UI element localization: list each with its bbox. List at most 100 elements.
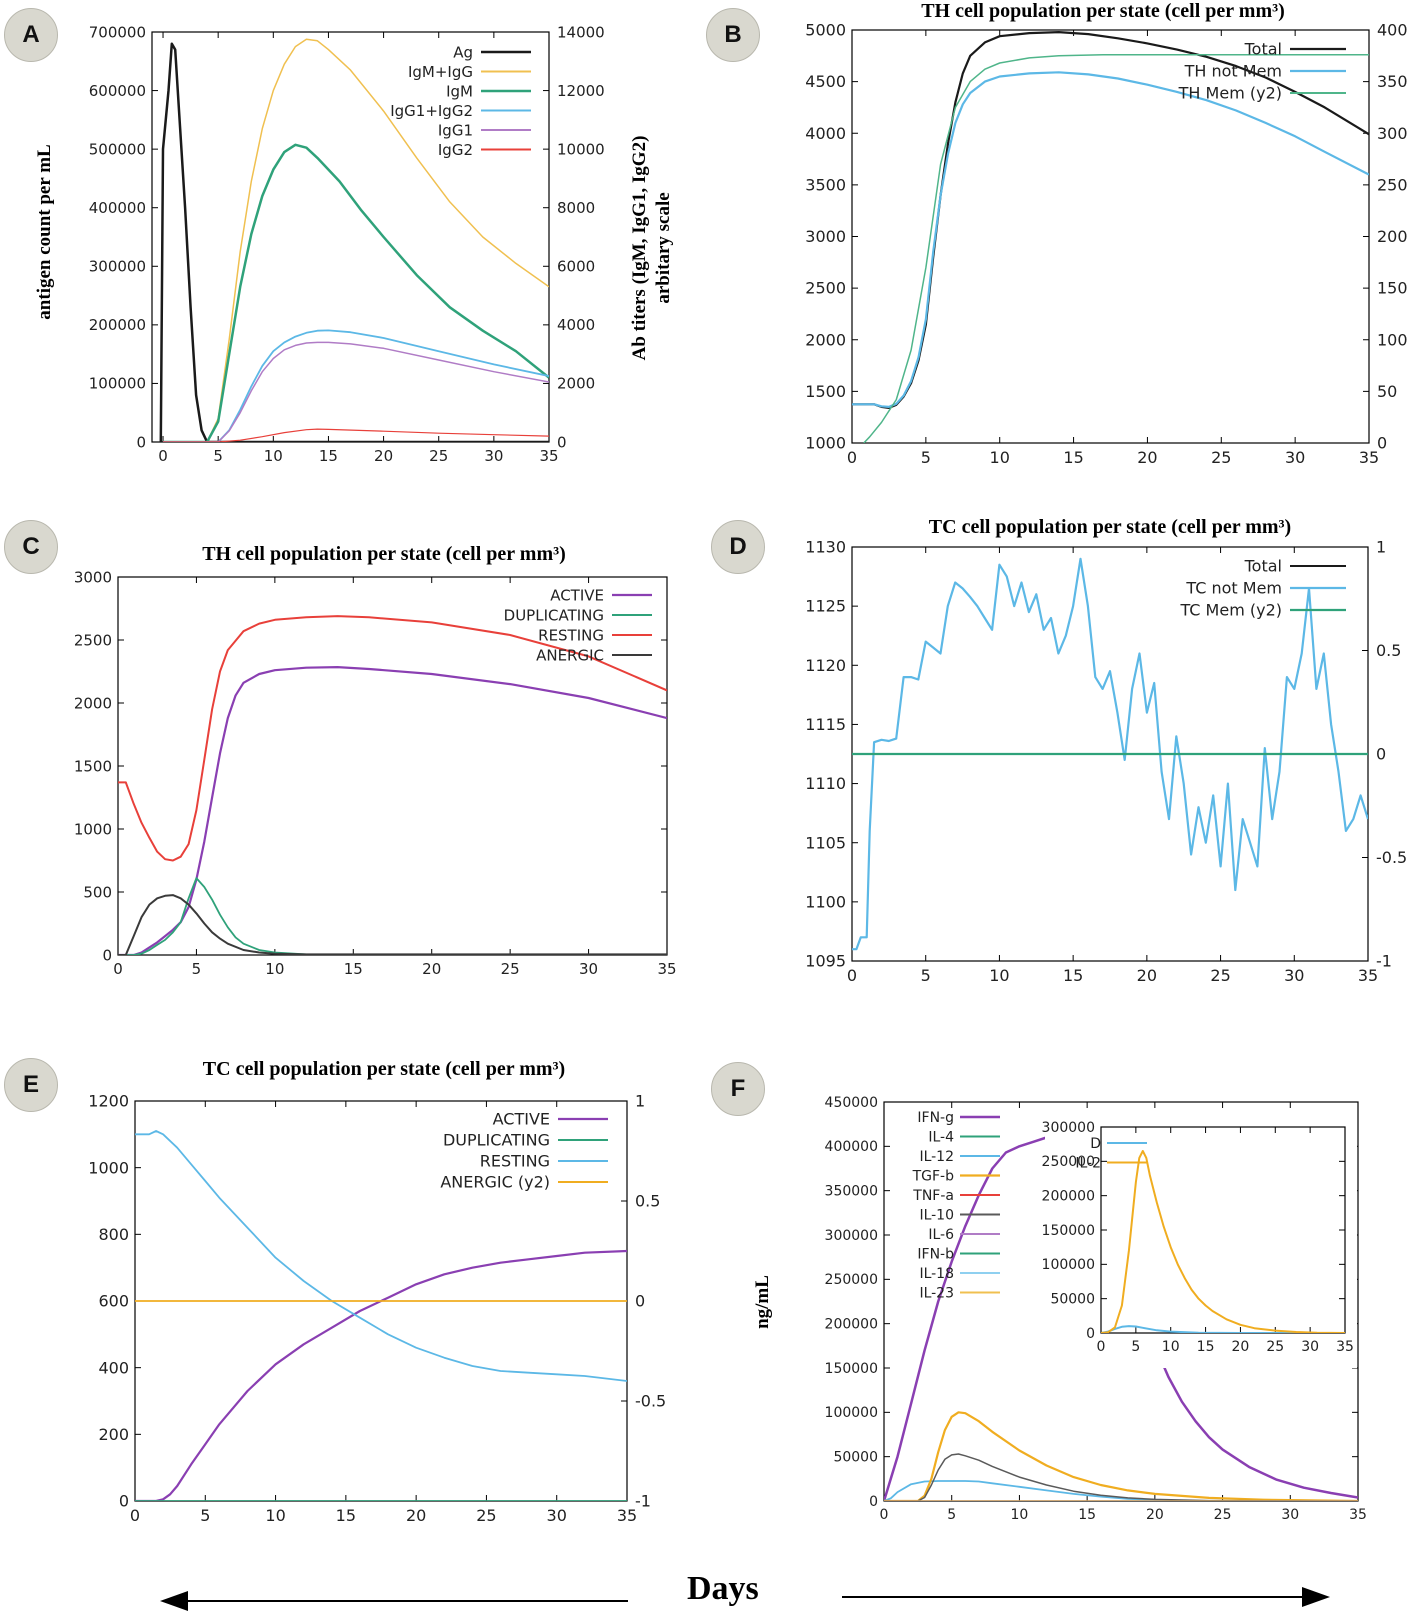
chart-a-ytick-label: 600000 (89, 82, 146, 100)
chart-c-xtick-label: 35 (657, 960, 676, 978)
chart-e-xtick-label: 20 (406, 1506, 426, 1525)
chart-b-ytick-label: 3000 (805, 227, 846, 246)
x-axis-days-label: Days (687, 1570, 759, 1607)
chart-a-xtick-label: 0 (158, 447, 168, 465)
chart-f-inset-xtick-label: 35 (1336, 1339, 1354, 1355)
chart-d-ytick-label: 1110 (805, 774, 846, 793)
chart-c-ytick-label: 1000 (74, 820, 112, 838)
chart-a-y2tick-label: 12000 (557, 82, 605, 100)
chart-b-y2tick-label: 0 (1377, 434, 1387, 453)
chart-f-ytick-label: 50000 (833, 1450, 878, 1466)
chart-b-xtick-label: 20 (1137, 448, 1157, 467)
chart-e-y2tick-label: -1 (635, 1492, 651, 1511)
chart-f-inset-ytick-label: 50000 (1050, 1292, 1095, 1308)
chart-a-xtick-label: 5 (213, 447, 223, 465)
chart-e-xtick-label: 30 (547, 1506, 567, 1525)
chart-f-ytick-label: 450000 (825, 1095, 878, 1111)
chart-f-ytick-label: 0 (869, 1494, 878, 1510)
chart-a-xtick-label: 30 (484, 447, 503, 465)
panel-a-y2label-1: Ab titers (IgM, IgG1, IgG2) (629, 136, 650, 361)
chart-e-ytick-label: 600 (98, 1292, 129, 1311)
panel-f-badge: F (711, 1062, 765, 1116)
chart-a-xtick-label: 15 (319, 447, 338, 465)
chart-b-xtick-label: 10 (990, 448, 1010, 467)
chart-a-y2tick-label: 8000 (557, 199, 595, 217)
chart-b-ytick-label: 1500 (805, 382, 846, 401)
panel-b-title: TH cell population per state (cell per m… (921, 0, 1285, 22)
legend-d-label-tc-not-mem: TC not Mem (1185, 579, 1282, 598)
legend-d-label-tc-mem-y2-: TC Mem (y2) (1179, 601, 1282, 620)
chart-d-ytick-label: 1095 (805, 952, 846, 971)
chart-f-xtick-label: 30 (1281, 1507, 1299, 1523)
chart-b-y2tick-label: 150 (1377, 279, 1408, 298)
panel-e-badge: E (4, 1058, 58, 1112)
chart-d-xtick-label: 25 (1210, 966, 1230, 985)
panel-a-ylabel: antigen count per mL (34, 144, 55, 319)
chart-b-ytick-label: 5000 (805, 21, 846, 40)
chart-e-xtick-label: 0 (130, 1506, 140, 1525)
chart-c-xtick-label: 10 (265, 960, 284, 978)
chart-b-y2tick-label: 300 (1377, 124, 1408, 143)
chart-e-ytick-label: 800 (98, 1225, 129, 1244)
series-d-tc-not-mem (852, 557, 1368, 951)
chart-e-xtick-label: 35 (617, 1506, 637, 1525)
chart-a-y2tick-label: 0 (557, 433, 567, 451)
chart-a-y2tick-label: 10000 (557, 140, 605, 158)
chart-c-ytick-label: 1500 (74, 757, 112, 775)
chart-c-xtick-label: 25 (501, 960, 520, 978)
series-a-igg2 (163, 428, 549, 442)
legend-d-label-total: Total (1244, 557, 1282, 576)
chart-d-xtick-label: 30 (1284, 966, 1304, 985)
chart-e-ytick-label: 1200 (88, 1092, 129, 1111)
series-b-th-not-mem (852, 71, 1369, 408)
chart-f-ytick-label: 100000 (825, 1405, 878, 1421)
chart-c-ytick-label: 0 (102, 946, 112, 964)
chart-b-y2tick-label: 250 (1377, 175, 1408, 194)
chart-c-ytick-label: 2000 (74, 694, 112, 712)
chart-f-inset-ytick-label: 300000 (1042, 1120, 1095, 1136)
chart-a-xtick-label: 35 (539, 447, 558, 465)
chart-b-y2tick-label: 100 (1377, 330, 1408, 349)
chart-a-ytick-label: 400000 (89, 199, 146, 217)
chart-e-xtick-label: 10 (265, 1506, 285, 1525)
chart-a-xtick-label: 10 (264, 447, 283, 465)
chart-c-ytick-label: 2500 (74, 631, 112, 649)
legend-c-label-anergic: ANERGIC (536, 646, 604, 664)
chart-a-ytick-label: 300000 (89, 258, 146, 276)
panel-c-badge: C (4, 520, 58, 574)
chart-f-inset-xtick-label: 5 (1131, 1339, 1140, 1355)
legend-e-label-duplicating: DUPLICATING (443, 1131, 550, 1150)
chart-d-y2tick-label: 0.5 (1376, 641, 1401, 660)
chart-e-ytick-label: 1000 (88, 1158, 129, 1177)
chart-f-inset-xtick-label: 0 (1097, 1339, 1106, 1355)
chart-a-ytick-label: 0 (136, 433, 146, 451)
chart-b-frame (851, 29, 1370, 444)
chart-d-y2tick-label: -0.5 (1376, 848, 1407, 867)
legend-f-label-il-18: IL-18 (919, 1266, 954, 1282)
panel-e: TC cell population per state (cell per m… (88, 1058, 666, 1525)
series-c-duplicating (118, 877, 667, 955)
chart-e-ytick-label: 0 (119, 1492, 129, 1511)
chart-a-ytick-label: 500000 (89, 140, 146, 158)
legend-f-label-il-12: IL-12 (919, 1149, 954, 1165)
chart-f-inset-background (1045, 1108, 1357, 1368)
chart-f-inset-ytick-label: 200000 (1042, 1189, 1095, 1205)
chart-d-xtick-label: 10 (989, 966, 1009, 985)
chart-c-xtick-label: 15 (344, 960, 363, 978)
chart-a-y2tick-label: 6000 (557, 258, 595, 276)
days-right-arrow (842, 1587, 1330, 1607)
legend-f-label-ifn-b: IFN-b (917, 1246, 954, 1262)
chart-d-xtick-label: 20 (1137, 966, 1157, 985)
series-e-active (135, 1249, 627, 1501)
chart-e-ytick-label: 200 (98, 1425, 129, 1444)
chart-f-xtick-label: 35 (1349, 1507, 1367, 1523)
chart-e-xtick-label: 25 (476, 1506, 496, 1525)
chart-e-y2tick-label: 0.5 (635, 1192, 660, 1211)
series-a-igm-igg (163, 38, 549, 442)
chart-f-inset-plot: 0 5 10 15 20 25 30 35 0 50000 100000 150000 200000 25… (1042, 1120, 1354, 1355)
series-f-il-10 (884, 1453, 1358, 1501)
chart-f-inset-xtick-label: 25 (1266, 1339, 1284, 1355)
chart-d-ytick-label: 1120 (805, 656, 846, 675)
panel-a: antigen count per mL Ab titers (IgM, IgG… (34, 23, 674, 465)
